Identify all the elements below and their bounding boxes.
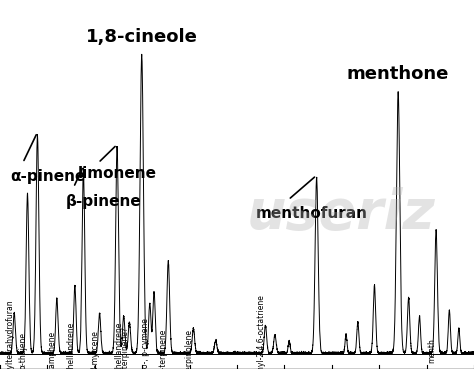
Text: camphene: camphene <box>48 331 57 369</box>
Text: α-phellandrene: α-phellandrene <box>115 321 124 369</box>
Text: menth: menth <box>427 338 436 363</box>
Text: 2,5-diethyltetrahydrofuran: 2,5-diethyltetrahydrofuran <box>5 299 14 369</box>
Text: 2,6-dimethyl-2,4,6-octatriene: 2,6-dimethyl-2,4,6-octatriene <box>256 294 265 369</box>
Text: β-myrcene: β-myrcene <box>91 330 100 369</box>
Text: 1,8-cineole: 1,8-cineole <box>86 28 198 46</box>
Text: β-phellandrene: β-phellandrene <box>66 321 75 369</box>
Text: m-, o-, p-cymene: m-, o-, p-cymene <box>141 318 150 369</box>
Text: α-pinene: α-pinene <box>10 169 86 184</box>
Text: limonene: limonene <box>78 166 157 182</box>
Text: α-thujene: α-thujene <box>18 332 27 369</box>
Text: α-terpinene?: α-terpinene? <box>120 326 129 369</box>
Text: terpinolene: terpinolene <box>184 328 193 369</box>
Text: γ-terpinene: γ-terpinene <box>159 328 168 369</box>
Text: useriz: useriz <box>247 187 436 241</box>
Text: menthofuran: menthofuran <box>256 206 368 221</box>
Text: menthone: menthone <box>347 65 449 83</box>
Text: β-pinene: β-pinene <box>65 194 141 209</box>
